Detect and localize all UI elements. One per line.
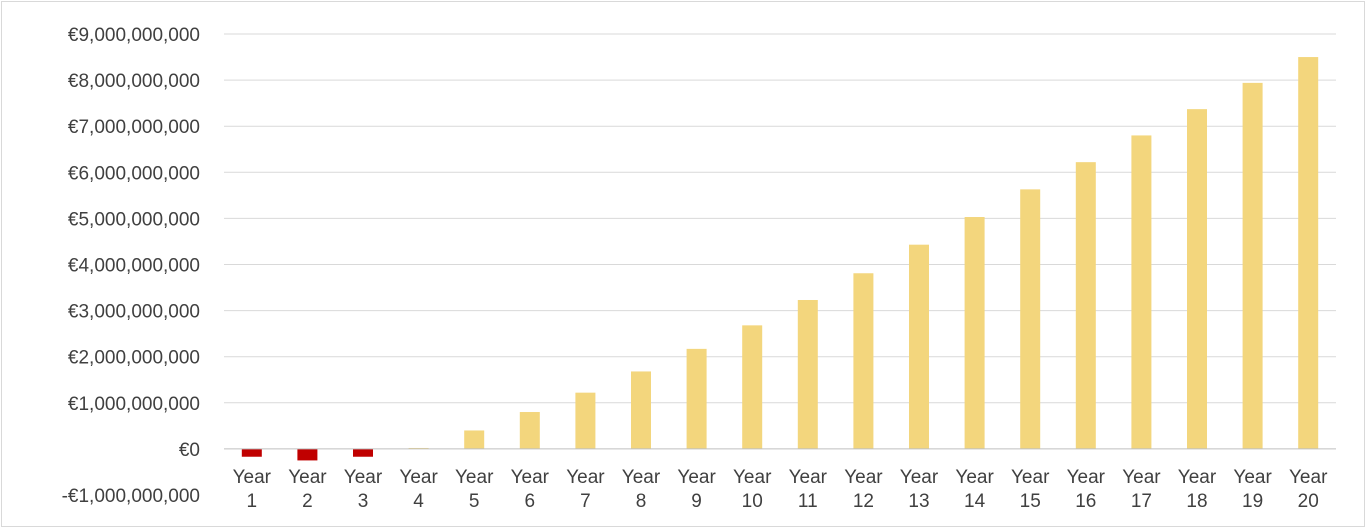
bar <box>519 412 540 449</box>
bar <box>964 217 985 449</box>
bar <box>297 448 318 461</box>
x-tick-label: Year 16 <box>1067 467 1106 512</box>
bar <box>1075 162 1096 449</box>
x-tick-label: Year 6 <box>511 467 550 512</box>
bar <box>631 371 651 449</box>
x-tick-label: Year 12 <box>844 467 883 512</box>
x-tick-label: Year 14 <box>955 467 994 512</box>
bar <box>1187 109 1207 449</box>
bar <box>853 273 874 449</box>
x-tick-label: Year 10 <box>733 467 772 512</box>
y-tick-label: €4,000,000,000 <box>68 256 200 277</box>
bar <box>1242 82 1263 449</box>
bar <box>241 448 262 457</box>
y-tick-label: €3,000,000,000 <box>68 302 200 323</box>
x-tick-label: Year 1 <box>233 467 272 512</box>
bar <box>797 299 818 449</box>
bar <box>1131 135 1152 449</box>
x-tick-label: Year 19 <box>1233 467 1272 512</box>
x-tick-label: Year 7 <box>566 467 605 512</box>
y-tick-label: €1,000,000,000 <box>68 394 200 415</box>
y-tick-label: €0 <box>179 440 200 461</box>
x-tick-label: Year 15 <box>1011 467 1050 512</box>
bar <box>686 348 707 449</box>
bar <box>353 448 373 457</box>
x-tick-label: Year 20 <box>1289 467 1328 512</box>
bar <box>1020 189 1041 449</box>
y-tick-label: -€1,000,000,000 <box>62 486 200 507</box>
y-tick-label: €5,000,000,000 <box>68 209 200 230</box>
x-tick-label: Year 18 <box>1178 467 1217 512</box>
x-tick-label: Year 13 <box>900 467 939 512</box>
bar <box>464 430 485 449</box>
x-tick-label: Year 9 <box>677 467 716 512</box>
bar <box>909 244 929 449</box>
bar <box>575 392 596 449</box>
x-tick-label: Year 17 <box>1122 467 1161 512</box>
x-tick-label: Year 2 <box>288 467 327 512</box>
y-tick-label: €8,000,000,000 <box>68 71 200 92</box>
x-tick-label: Year 11 <box>789 467 828 512</box>
bar <box>1298 57 1319 449</box>
bar <box>742 325 763 449</box>
x-tick-label: Year 3 <box>344 467 383 512</box>
y-tick-label: €6,000,000,000 <box>68 163 200 184</box>
x-tick-label: Year 4 <box>399 467 438 512</box>
x-tick-label: Year 8 <box>622 467 661 512</box>
y-tick-label: €9,000,000,000 <box>68 25 200 46</box>
x-tick-label: Year 5 <box>455 467 494 512</box>
y-tick-label: €7,000,000,000 <box>68 117 200 138</box>
y-tick-label: €2,000,000,000 <box>68 348 200 369</box>
